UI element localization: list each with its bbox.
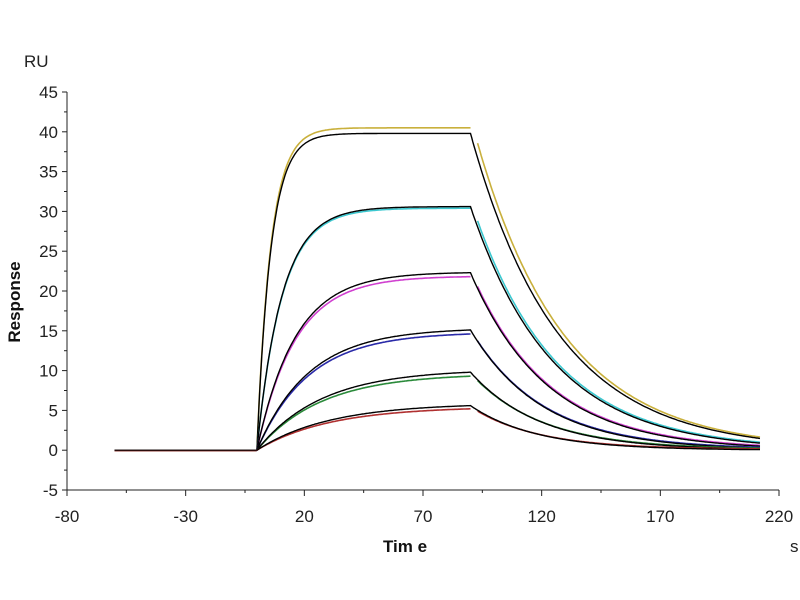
y-unit-label: RU bbox=[24, 52, 49, 71]
x-tick-label: 70 bbox=[414, 507, 433, 526]
curve-5-fit bbox=[256, 371, 761, 451]
y-tick-label: 35 bbox=[39, 163, 58, 182]
y-tick-label: 40 bbox=[39, 123, 58, 142]
y-tick-label: 45 bbox=[39, 83, 58, 102]
x-tick-label: -30 bbox=[173, 507, 198, 526]
curve-2-data-association bbox=[114, 207, 471, 452]
y-tick-label: 20 bbox=[39, 282, 58, 301]
curve-1-fit bbox=[256, 132, 761, 451]
curve-3-data-association bbox=[114, 275, 471, 452]
curve-2-fit bbox=[256, 205, 761, 451]
curve-1-data-dissociation bbox=[476, 142, 761, 438]
y-tick-label: 0 bbox=[49, 441, 58, 460]
x-tick-label: -80 bbox=[55, 507, 80, 526]
x-tick-label: 20 bbox=[295, 507, 314, 526]
curves bbox=[114, 127, 761, 452]
curve-6-fit bbox=[256, 404, 760, 451]
y-tick-label: -5 bbox=[43, 481, 58, 500]
curve-5-data-association bbox=[114, 375, 471, 452]
y-tick-label: 30 bbox=[39, 202, 58, 221]
x-unit-label: s bbox=[790, 537, 799, 556]
curve-2-data-dissociation bbox=[476, 220, 761, 443]
curve-1-data-association bbox=[114, 127, 471, 452]
x-axis-label: Tim e bbox=[383, 537, 427, 556]
x-tick-label: 120 bbox=[527, 507, 555, 526]
curve-3-fit bbox=[256, 272, 761, 451]
y-tick-label: 25 bbox=[39, 242, 58, 261]
curve-4-fit bbox=[256, 329, 761, 451]
y-tick-label: 5 bbox=[49, 401, 58, 420]
y-tick-label: 15 bbox=[39, 322, 58, 341]
axes: -5 0 5 10 15 20 25 30 35 40 45 -80 -30 20 70 120 170 220 bbox=[39, 83, 793, 526]
x-tick-label: 170 bbox=[646, 507, 674, 526]
y-tick-label: 10 bbox=[39, 362, 58, 381]
curve-3-data-dissociation bbox=[476, 286, 760, 447]
x-tick-label: 220 bbox=[765, 507, 793, 526]
y-axis-label: Response bbox=[5, 261, 24, 342]
